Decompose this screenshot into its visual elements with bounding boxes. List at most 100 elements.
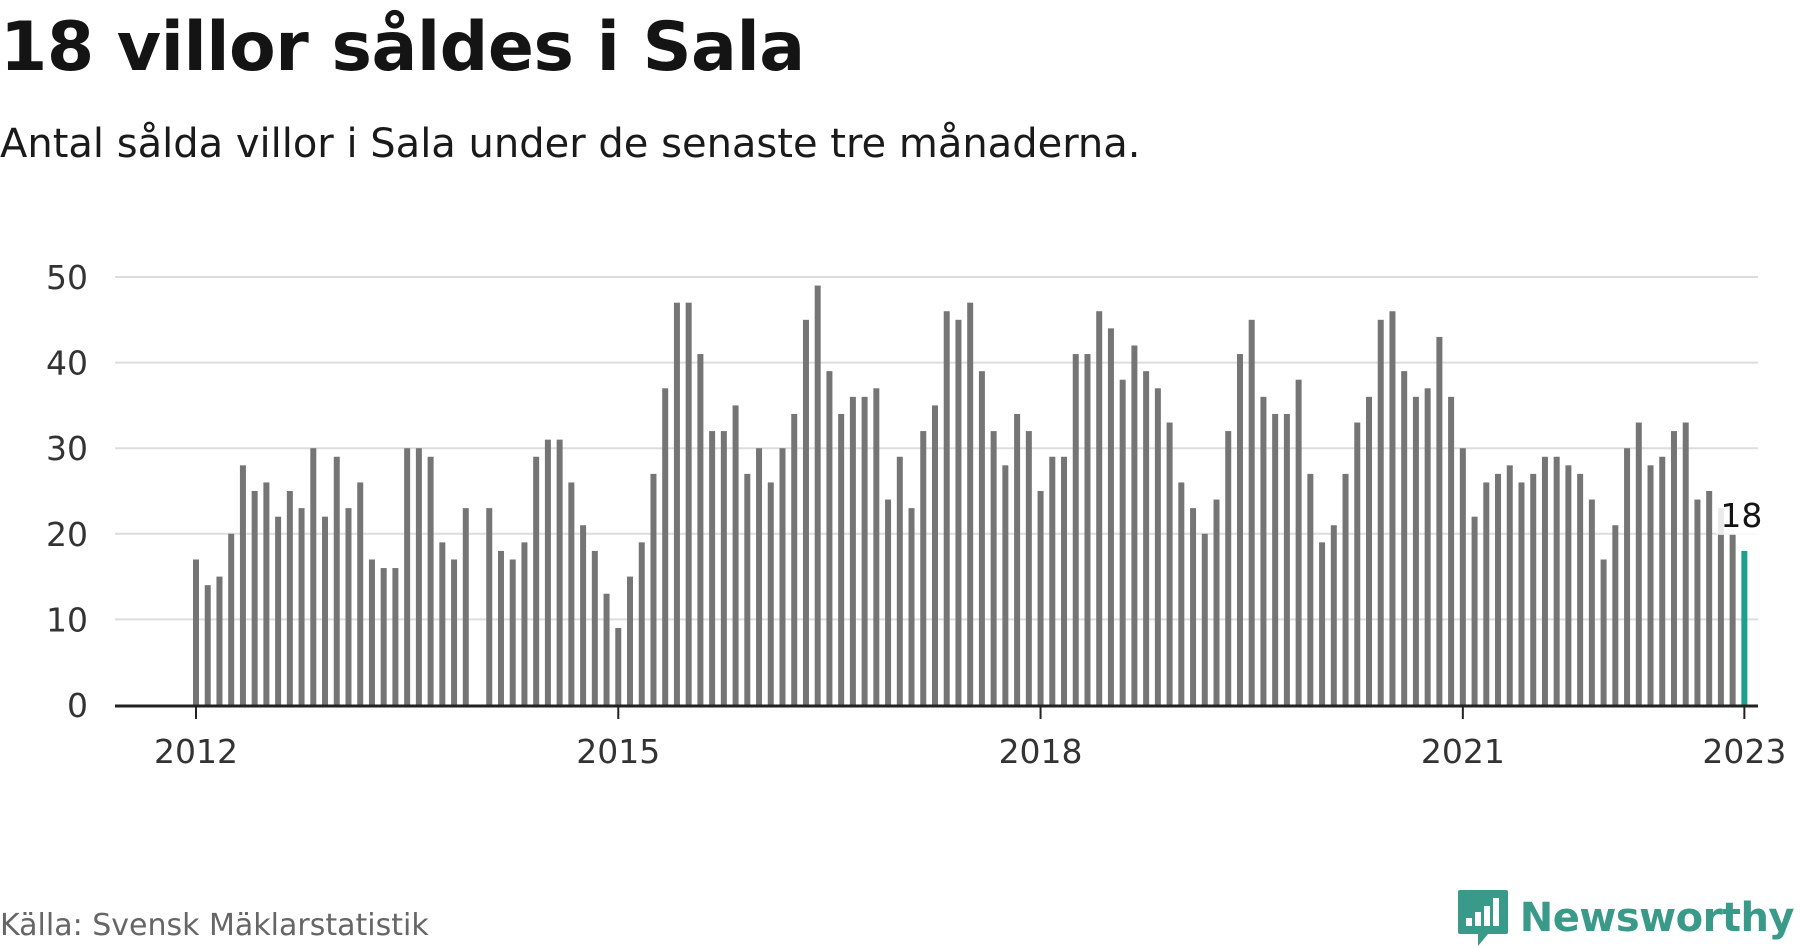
- bar: [322, 516, 329, 705]
- bar: [1307, 473, 1314, 705]
- bar: [779, 448, 786, 705]
- bar: [1635, 422, 1642, 705]
- bar: [873, 388, 880, 705]
- y-tick-label: 30: [46, 429, 88, 468]
- source-note: Källa: Svensk Mäklarstatistik: [0, 908, 429, 943]
- bar: [1037, 491, 1044, 705]
- bar: [1260, 396, 1267, 705]
- y-tick-label: 10: [46, 600, 88, 639]
- bar: [849, 396, 856, 705]
- x-axis-ticks: 2012 2015 2018 2021 2023: [154, 707, 1786, 771]
- bar: [920, 431, 927, 705]
- bar: [1389, 311, 1396, 705]
- bar: [1366, 396, 1372, 705]
- bar: [826, 371, 833, 705]
- bar: [814, 285, 821, 705]
- bar: [709, 431, 716, 705]
- bar: [1729, 533, 1736, 705]
- bar: [193, 559, 199, 705]
- bar: [1061, 456, 1068, 705]
- bar: [1236, 354, 1243, 705]
- y-tick-label: 50: [46, 258, 88, 297]
- bar: [1354, 422, 1361, 705]
- bar: [638, 542, 645, 705]
- bar: [861, 396, 868, 705]
- bar: [1647, 465, 1654, 705]
- brand: Newsworthy: [1456, 888, 1795, 948]
- bar: [239, 465, 246, 705]
- bar: [533, 456, 540, 705]
- bar: [1577, 473, 1584, 705]
- bar: [1096, 311, 1103, 705]
- bar: [931, 405, 938, 705]
- highlight-value-label: 18: [1720, 496, 1762, 535]
- bar: [685, 302, 692, 705]
- bar: [1166, 422, 1173, 705]
- bar: [908, 508, 915, 705]
- y-tick-label: 40: [46, 344, 88, 383]
- bar: [885, 499, 892, 705]
- bar: [744, 473, 751, 705]
- bar: [1248, 319, 1255, 705]
- bar: [368, 559, 375, 705]
- bar: [404, 448, 411, 705]
- page-subtitle: Antal sålda villor i Sala under de senas…: [0, 121, 1141, 167]
- bar: [1694, 499, 1701, 705]
- bar: [1436, 336, 1443, 705]
- bar: [1190, 508, 1197, 705]
- bar: [1448, 396, 1455, 705]
- bar: [439, 542, 446, 705]
- bar: [1225, 431, 1232, 705]
- bar: [1377, 319, 1384, 705]
- data-labels: 18: [1715, 496, 1768, 535]
- bar: [615, 627, 622, 705]
- bar: [310, 448, 317, 705]
- bar: [1272, 413, 1279, 705]
- bar: [251, 491, 258, 705]
- bar: [298, 508, 305, 705]
- bar: [1717, 508, 1724, 705]
- bar: [1706, 491, 1713, 705]
- bar: [451, 559, 458, 705]
- bar: [380, 568, 387, 705]
- y-tick-label: 0: [67, 686, 88, 725]
- bar: [263, 482, 270, 705]
- bar: [509, 559, 516, 705]
- newsworthy-logo-icon: [1457, 890, 1508, 946]
- bar: [1154, 388, 1161, 705]
- x-tick-label: 2012: [154, 732, 238, 771]
- bar: [216, 576, 223, 705]
- bars: [193, 285, 1748, 705]
- bar: [1553, 456, 1560, 705]
- bar: [838, 413, 845, 705]
- bar: [1283, 413, 1290, 705]
- bar: [228, 533, 235, 705]
- bar: [767, 482, 774, 705]
- bar: [544, 439, 551, 705]
- bar: [462, 508, 469, 705]
- bar: [345, 508, 352, 705]
- x-tick-label: 2021: [1421, 732, 1505, 771]
- bar: [1049, 456, 1056, 705]
- bar: [697, 354, 704, 705]
- bar: [1459, 448, 1466, 705]
- bar: [1659, 456, 1666, 705]
- bar: [673, 302, 680, 705]
- bar: [497, 550, 504, 705]
- bar: [1541, 456, 1548, 705]
- bar: [1143, 371, 1150, 705]
- bar: [1319, 542, 1326, 705]
- bar: [955, 319, 962, 705]
- bar: [662, 388, 669, 705]
- bar: [627, 576, 634, 705]
- bar: [1565, 465, 1572, 705]
- bar: [1530, 473, 1537, 705]
- bar: [1612, 525, 1619, 705]
- bar: [427, 456, 434, 705]
- bar: [1506, 465, 1513, 705]
- brand-name: Newsworthy: [1519, 895, 1795, 941]
- bar: [732, 405, 739, 705]
- bar: [1682, 422, 1689, 705]
- bar: [521, 542, 528, 705]
